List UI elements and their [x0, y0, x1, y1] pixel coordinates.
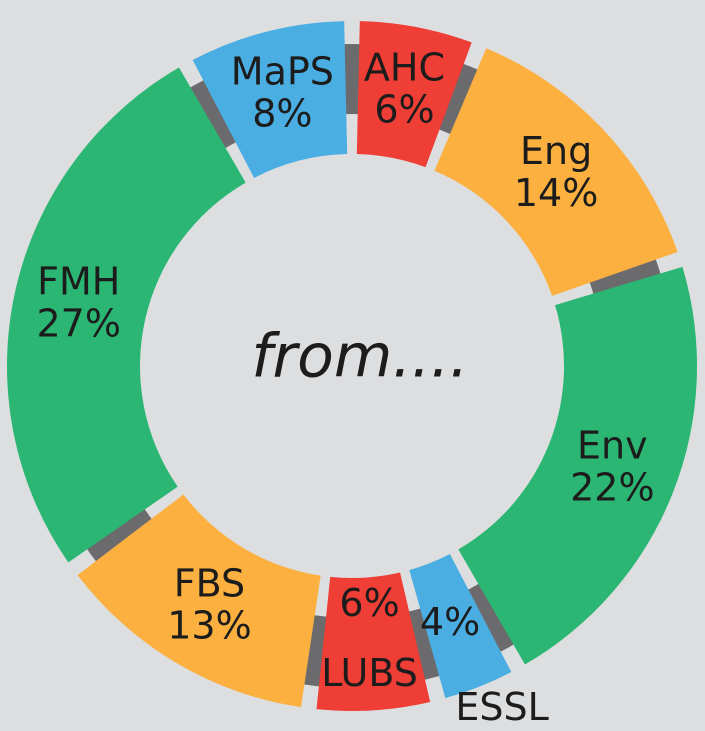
- category-label: ESSL: [455, 685, 548, 729]
- value-label: 27%: [37, 301, 121, 345]
- value-label: 13%: [167, 604, 251, 648]
- category-label: Eng: [520, 129, 592, 173]
- value-label: 6%: [339, 581, 399, 625]
- category-label: AHC: [364, 45, 445, 89]
- value-label: 22%: [570, 466, 654, 510]
- category-label: Env: [577, 424, 648, 468]
- center-label: from....: [251, 322, 468, 392]
- category-label: MaPS: [231, 49, 334, 93]
- category-label: FBS: [174, 562, 245, 606]
- slice: [77, 494, 321, 708]
- slice: [458, 266, 697, 665]
- value-label: 14%: [514, 171, 598, 215]
- slice: [316, 572, 431, 711]
- slice: [7, 67, 246, 563]
- value-label: 4%: [420, 600, 480, 644]
- value-label: 6%: [374, 87, 434, 131]
- slice: [356, 21, 472, 168]
- category-label: LUBS: [321, 651, 418, 695]
- value-label: 8%: [252, 91, 312, 135]
- category-label: FMH: [37, 259, 120, 303]
- slice: [409, 554, 512, 699]
- slice: [434, 48, 678, 296]
- slice: [192, 21, 348, 178]
